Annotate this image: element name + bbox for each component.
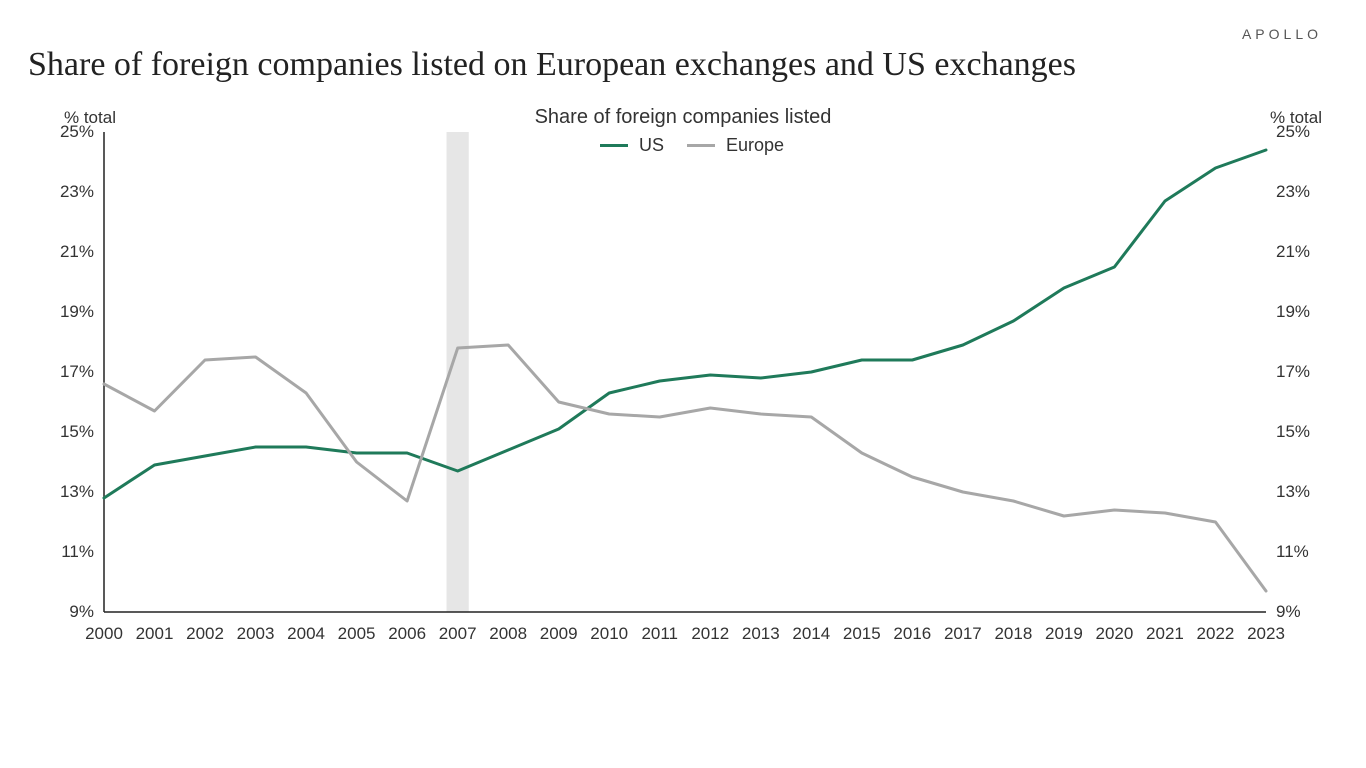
- y-tick-left: 19%: [34, 302, 94, 322]
- y-tick-left: 17%: [34, 362, 94, 382]
- x-tick: 2013: [742, 624, 780, 644]
- y-tick-right: 11%: [1276, 542, 1336, 562]
- x-tick: 2008: [489, 624, 527, 644]
- x-tick: 2002: [186, 624, 224, 644]
- x-tick: 2022: [1197, 624, 1235, 644]
- y-tick-right: 23%: [1276, 182, 1336, 202]
- chart-svg: [104, 132, 1266, 612]
- x-tick: 2010: [590, 624, 628, 644]
- x-tick: 2003: [237, 624, 275, 644]
- x-tick: 2004: [287, 624, 325, 644]
- y-tick-left: 15%: [34, 422, 94, 442]
- x-tick: 2015: [843, 624, 881, 644]
- y-tick-left: 25%: [34, 122, 94, 142]
- y-tick-right: 9%: [1276, 602, 1336, 622]
- x-tick: 2005: [338, 624, 376, 644]
- y-tick-right: 17%: [1276, 362, 1336, 382]
- y-tick-left: 23%: [34, 182, 94, 202]
- chart-container: APOLLO Share of foreign companies listed…: [0, 0, 1366, 768]
- x-tick: 2011: [641, 624, 678, 644]
- brand-logo: APOLLO: [1242, 26, 1322, 42]
- x-tick: 2019: [1045, 624, 1083, 644]
- chart-subtitle: Share of foreign companies listed: [0, 106, 1366, 129]
- x-tick: 2001: [136, 624, 174, 644]
- x-tick: 2014: [792, 624, 830, 644]
- x-tick: 2016: [893, 624, 931, 644]
- x-tick: 2012: [691, 624, 729, 644]
- y-tick-right: 21%: [1276, 242, 1336, 262]
- x-tick: 2018: [994, 624, 1032, 644]
- y-tick-right: 15%: [1276, 422, 1336, 442]
- x-tick: 2017: [944, 624, 982, 644]
- x-tick: 2009: [540, 624, 578, 644]
- y-tick-right: 25%: [1276, 122, 1336, 142]
- y-tick-left: 21%: [34, 242, 94, 262]
- y-tick-right: 19%: [1276, 302, 1336, 322]
- y-tick-left: 13%: [34, 482, 94, 502]
- y-tick-right: 13%: [1276, 482, 1336, 502]
- x-tick: 2000: [85, 624, 123, 644]
- x-tick: 2020: [1096, 624, 1134, 644]
- x-tick: 2021: [1146, 624, 1184, 644]
- x-tick: 2007: [439, 624, 477, 644]
- plot-area: 9%9%11%11%13%13%15%15%17%17%19%19%21%21%…: [104, 132, 1266, 612]
- chart-title: Share of foreign companies listed on Eur…: [28, 46, 1076, 84]
- y-tick-left: 11%: [34, 542, 94, 562]
- x-tick: 2006: [388, 624, 426, 644]
- y-tick-left: 9%: [34, 602, 94, 622]
- x-tick: 2023: [1247, 624, 1285, 644]
